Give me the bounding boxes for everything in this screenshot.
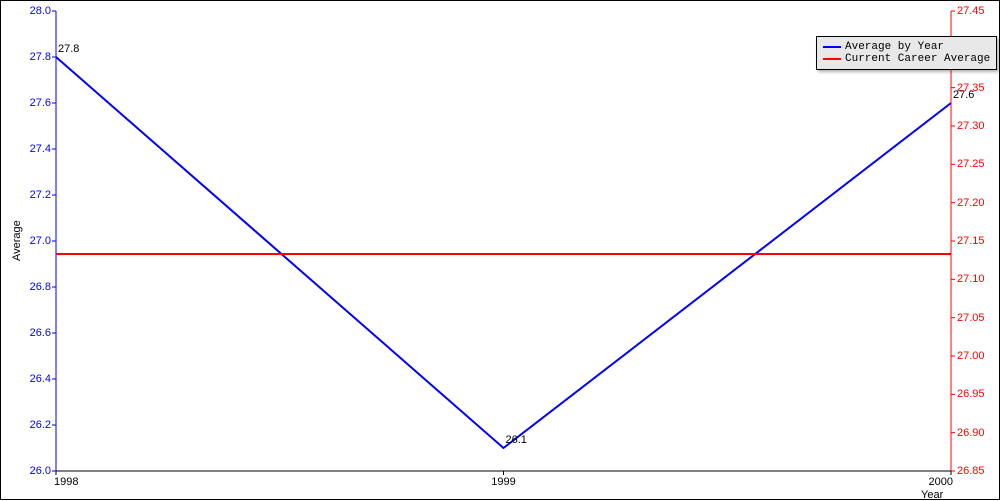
y-right-tick-label: 26.85 bbox=[957, 465, 997, 477]
y-right-tick-label: 27.20 bbox=[957, 197, 997, 209]
point-label: 27.6 bbox=[953, 89, 974, 101]
y-right-tick-label: 27.10 bbox=[957, 273, 997, 285]
y-left-tick-label: 27.4 bbox=[11, 143, 51, 155]
y-right-tick-label: 26.95 bbox=[957, 388, 997, 400]
y-right-tick-label: 27.30 bbox=[957, 120, 997, 132]
y-left-tick-label: 28.0 bbox=[11, 5, 51, 17]
legend-label: Average by Year bbox=[845, 41, 944, 53]
y-left-tick-label: 27.2 bbox=[11, 189, 51, 201]
x-tick-label: 1999 bbox=[484, 476, 524, 488]
y-right-tick-label: 26.90 bbox=[957, 427, 997, 439]
legend-label: Current Career Average bbox=[845, 53, 990, 65]
series-line bbox=[56, 57, 951, 448]
y-left-tick-label: 26.2 bbox=[11, 419, 51, 431]
point-label: 26.1 bbox=[506, 434, 527, 446]
chart-svg bbox=[1, 1, 1000, 501]
y-left-axis-label: Average bbox=[11, 220, 23, 261]
legend-swatch bbox=[823, 46, 841, 48]
legend-swatch bbox=[823, 58, 841, 60]
x-axis-label: Year bbox=[921, 489, 943, 501]
y-right-tick-label: 27.00 bbox=[957, 350, 997, 362]
y-left-tick-label: 26.4 bbox=[11, 373, 51, 385]
y-left-tick-label: 26.0 bbox=[11, 465, 51, 477]
legend: Average by YearCurrent Career Average bbox=[816, 36, 997, 70]
x-tick-label: 2000 bbox=[913, 476, 953, 488]
point-label: 27.8 bbox=[58, 43, 79, 55]
y-left-tick-label: 26.6 bbox=[11, 327, 51, 339]
y-right-tick-label: 27.25 bbox=[957, 158, 997, 170]
y-left-tick-label: 27.8 bbox=[11, 51, 51, 63]
y-right-tick-label: 27.45 bbox=[957, 5, 997, 17]
legend-item: Average by Year bbox=[823, 41, 990, 53]
legend-item: Current Career Average bbox=[823, 53, 990, 65]
y-right-tick-label: 27.05 bbox=[957, 312, 997, 324]
x-tick-label: 1998 bbox=[54, 476, 94, 488]
y-right-tick-label: 27.15 bbox=[957, 235, 997, 247]
y-left-tick-label: 27.6 bbox=[11, 97, 51, 109]
y-left-tick-label: 26.8 bbox=[11, 281, 51, 293]
chart-container: 26.026.226.426.626.827.027.227.427.627.8… bbox=[0, 0, 1000, 500]
